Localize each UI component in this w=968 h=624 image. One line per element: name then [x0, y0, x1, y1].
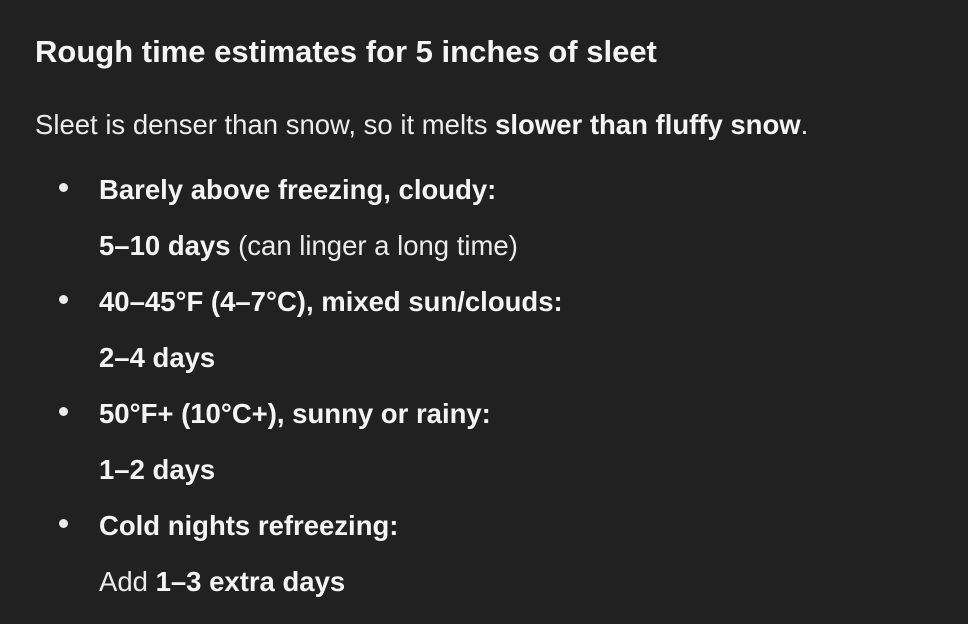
- item-heading: Cold nights refreezing:: [99, 510, 399, 541]
- list-item: Cold nights refreezing: Add 1–3 extra day…: [0, 506, 563, 618]
- intro-paragraph: Sleet is denser than snow, so it melts s…: [35, 109, 808, 141]
- list-item: 40–45°F (4–7°C), mixed sun/clouds: 2–4 da…: [0, 282, 563, 394]
- item-detail: 5–10 days (can linger a long time): [99, 226, 563, 266]
- heading: Rough time estimates for 5 inches of sle…: [35, 34, 657, 69]
- item-heading: Barely above freezing, cloudy:: [99, 174, 497, 205]
- detail-bold: 5–10 days: [99, 230, 231, 261]
- detail-pre: Add: [99, 566, 156, 597]
- item-detail: 1–2 days: [99, 450, 563, 490]
- intro-text: Sleet is denser than snow, so it melts: [35, 109, 496, 140]
- item-detail: Add 1–3 extra days: [99, 562, 563, 602]
- list-item: Barely above freezing, cloudy: 5–10 days …: [0, 170, 563, 282]
- item-detail: 2–4 days: [99, 338, 563, 378]
- item-heading: 50°F+ (10°C+), sunny or rainy:: [99, 398, 491, 429]
- detail-bold: 1–3 extra days: [155, 566, 346, 597]
- item-heading: 40–45°F (4–7°C), mixed sun/clouds:: [99, 286, 563, 317]
- detail-bold: 1–2 days: [99, 454, 216, 485]
- bullet-icon: [59, 183, 68, 192]
- bullet-icon: [59, 407, 68, 416]
- intro-bold: slower than fluffy snow: [495, 109, 801, 140]
- list-item: 50°F+ (10°C+), sunny or rainy: 1–2 days: [0, 394, 563, 506]
- bullet-icon: [59, 519, 68, 528]
- intro-end: .: [800, 109, 809, 140]
- detail-post: (can linger a long time): [230, 230, 518, 261]
- bullet-icon: [59, 295, 68, 304]
- estimate-list: Barely above freezing, cloudy: 5–10 days …: [0, 170, 563, 618]
- detail-bold: 2–4 days: [99, 342, 216, 373]
